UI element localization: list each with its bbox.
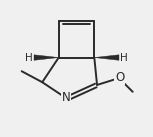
Text: H: H [25,53,33,62]
Text: H: H [120,53,128,62]
Text: N: N [62,92,71,104]
Polygon shape [94,55,119,60]
Polygon shape [34,55,59,60]
Text: O: O [115,71,124,84]
